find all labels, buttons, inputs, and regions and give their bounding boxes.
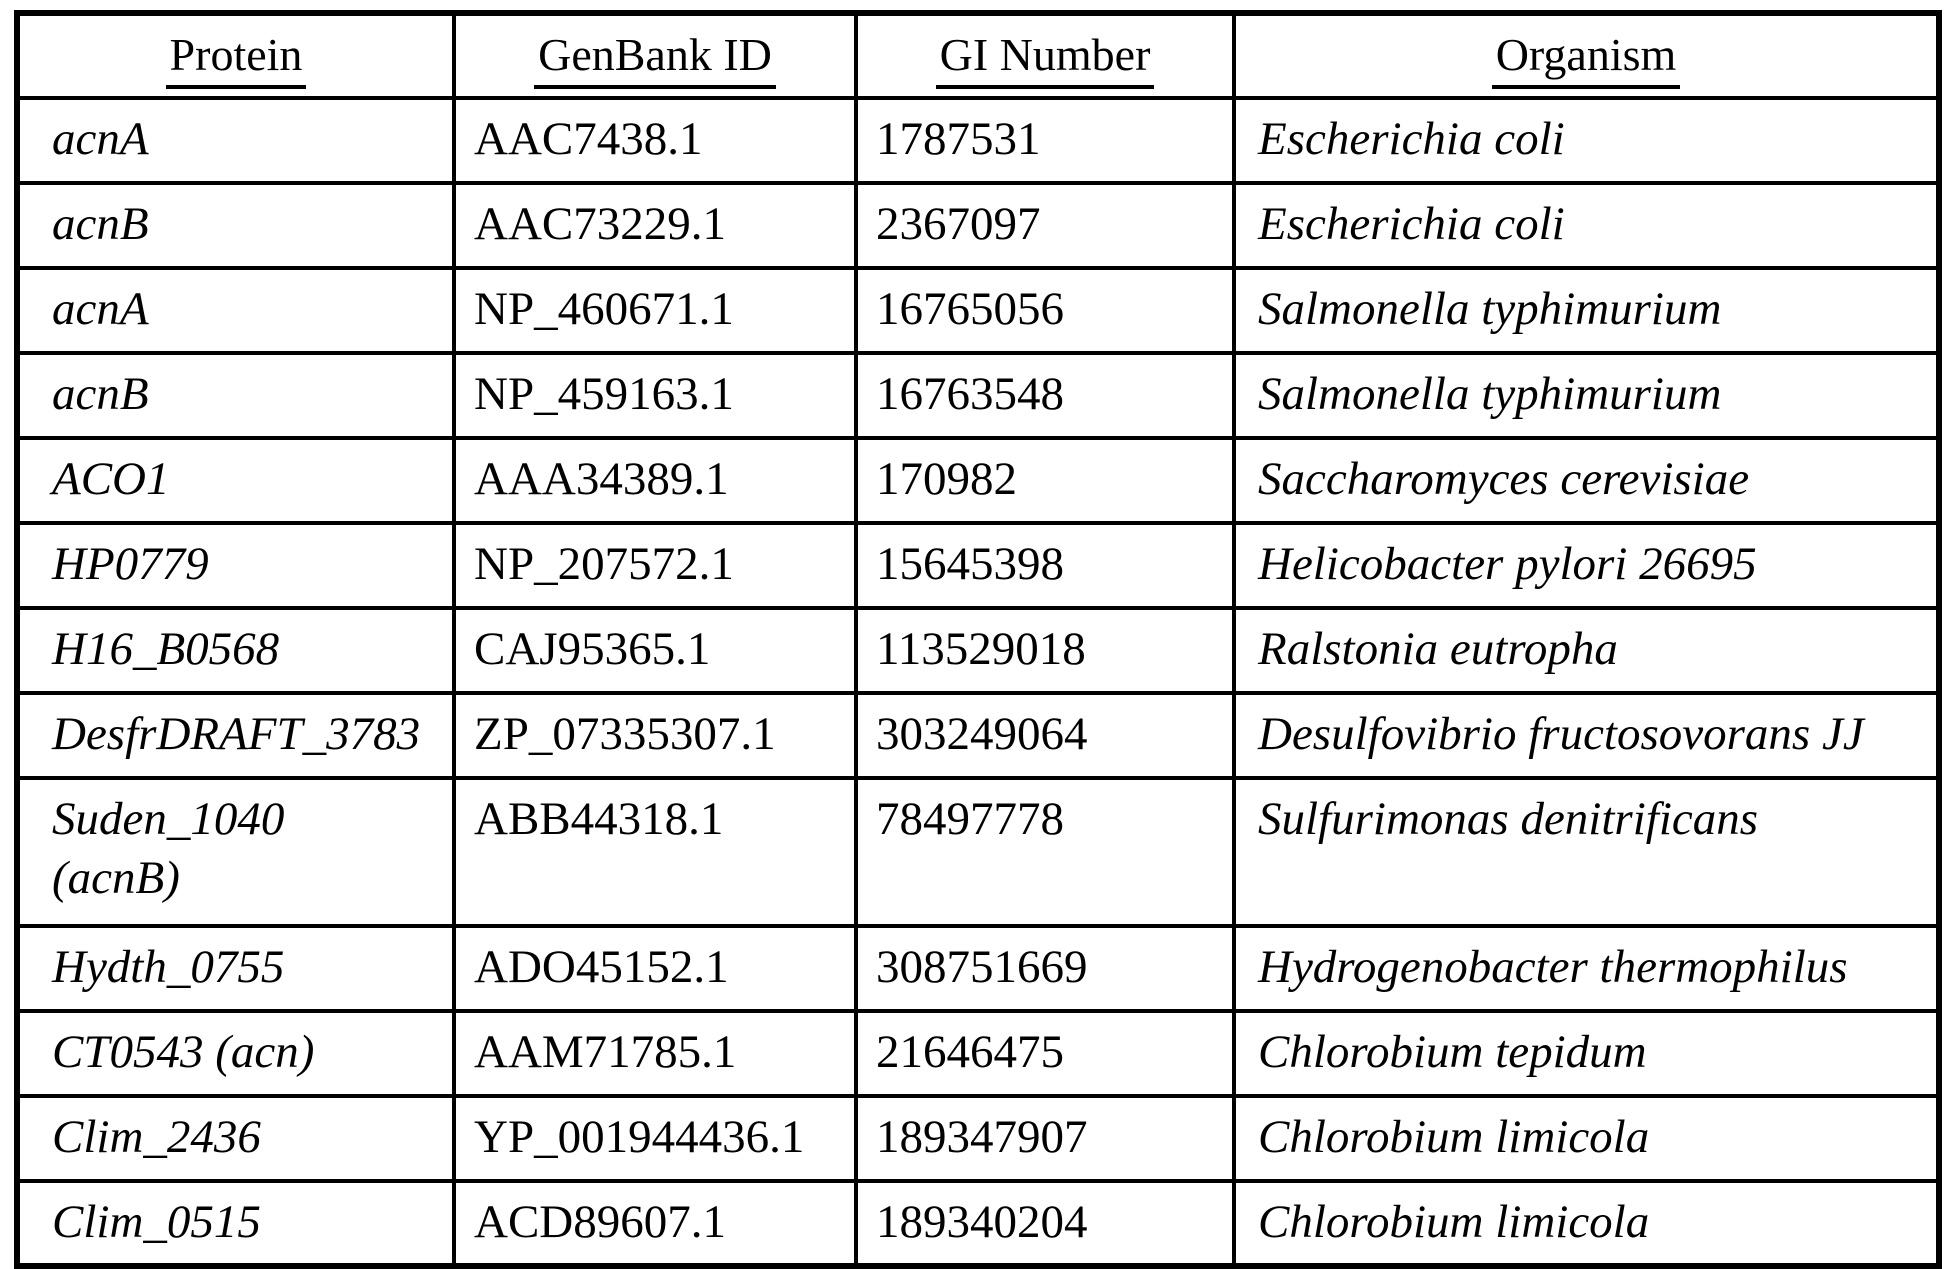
- cell-genbank-id: AAC73229.1: [452, 181, 858, 270]
- cell-protein: Clim_2436: [15, 1094, 456, 1183]
- cell-genbank-id: ABB44318.1: [452, 776, 858, 928]
- table-row: acnA NP_460671.1 16765056 Salmonella typhim…: [15, 266, 1941, 355]
- cell-organism: Sulfurimonas denitrificans: [1232, 776, 1941, 928]
- cell-protein: Clim_0515: [15, 1179, 456, 1268]
- cell-organism: Chlorobium limicola: [1232, 1179, 1941, 1268]
- cell-protein: ACO1: [15, 436, 456, 525]
- cell-gi-number: 16765056: [854, 266, 1236, 355]
- cell-genbank-id: ACD89607.1: [452, 1179, 858, 1268]
- cell-organism: Saccharomyces cerevisiae: [1232, 436, 1941, 525]
- table-row: Hydth_0755 ADO45152.1 308751669 Hydrogenoba…: [15, 924, 1941, 1013]
- cell-genbank-id: AAC7438.1: [452, 96, 858, 185]
- cell-organism: Escherichia coli: [1232, 181, 1941, 270]
- table-row: Suden_1040 (acnB) ABB44318.1 78497778 Sulfu…: [15, 776, 1941, 928]
- cell-protein: HP0779: [15, 521, 456, 610]
- table-header-row: Protein GenBank ID GI Number Organism: [15, 11, 1941, 100]
- cell-organism: Helicobacter pylori 26695: [1232, 521, 1941, 610]
- cell-organism: Salmonella typhimurium: [1232, 351, 1941, 440]
- cell-protein: acnB: [15, 181, 456, 270]
- table-row: H16_B0568 CAJ95365.1 113529018 Ralstonia eu…: [15, 606, 1941, 695]
- table-row: acnB AAC73229.1 2367097 Escherichia coli: [15, 181, 1941, 270]
- protein-table: Protein GenBank ID GI Number Organism ac…: [14, 10, 1942, 1269]
- column-header-protein-label: Protein: [165, 28, 307, 89]
- cell-gi-number: 303249064: [854, 691, 1236, 780]
- cell-protein: Suden_1040 (acnB): [15, 776, 456, 928]
- cell-genbank-id: NP_459163.1: [452, 351, 858, 440]
- cell-gi-number: 308751669: [854, 924, 1236, 1013]
- cell-gi-number: 78497778: [854, 776, 1236, 928]
- cell-gi-number: 21646475: [854, 1009, 1236, 1098]
- cell-organism: Desulfovibrio fructosovorans JJ: [1232, 691, 1941, 780]
- cell-genbank-id: ADO45152.1: [452, 924, 858, 1013]
- cell-protein: acnA: [15, 96, 456, 185]
- table-row: Clim_2436 YP_001944436.1 189347907 Chlorobi…: [15, 1094, 1941, 1183]
- table-row: ACO1 AAA34389.1 170982 Saccharomyces cerevi…: [15, 436, 1941, 525]
- column-header-protein: Protein: [15, 11, 456, 100]
- cell-genbank-id: NP_460671.1: [452, 266, 858, 355]
- table-row: DesfrDRAFT_3783 ZP_07335307.1 303249064 Des…: [15, 691, 1941, 780]
- cell-organism: Escherichia coli: [1232, 96, 1941, 185]
- cell-gi-number: 189340204: [854, 1179, 1236, 1268]
- cell-genbank-id: CAJ95365.1: [452, 606, 858, 695]
- cell-organism: Hydrogenobacter thermophilus: [1232, 924, 1941, 1013]
- cell-gi-number: 15645398: [854, 521, 1236, 610]
- cell-protein: acnA: [15, 266, 456, 355]
- column-header-gi-number: GI Number: [854, 11, 1236, 100]
- cell-organism: Ralstonia eutropha: [1232, 606, 1941, 695]
- cell-genbank-id: AAA34389.1: [452, 436, 858, 525]
- cell-organism: Chlorobium limicola: [1232, 1094, 1941, 1183]
- cell-gi-number: 1787531: [854, 96, 1236, 185]
- cell-protein: CT0543 (acn): [15, 1009, 456, 1098]
- table-row: acnB NP_459163.1 16763548 Salmonella typhim…: [15, 351, 1941, 440]
- column-header-genbank-id: GenBank ID: [452, 11, 858, 100]
- table-row: Clim_0515 ACD89607.1 189340204 Chlorobium l…: [15, 1179, 1941, 1268]
- column-header-organism-label: Organism: [1491, 28, 1681, 89]
- cell-genbank-id: YP_001944436.1: [452, 1094, 858, 1183]
- cell-gi-number: 170982: [854, 436, 1236, 525]
- column-header-genbank-id-label: GenBank ID: [534, 28, 776, 89]
- cell-gi-number: 16763548: [854, 351, 1236, 440]
- table-row: CT0543 (acn) AAM71785.1 21646475 Chlorobium…: [15, 1009, 1941, 1098]
- cell-organism: Salmonella typhimurium: [1232, 266, 1941, 355]
- cell-genbank-id: ZP_07335307.1: [452, 691, 858, 780]
- column-header-organism: Organism: [1232, 11, 1941, 100]
- cell-gi-number: 2367097: [854, 181, 1236, 270]
- cell-protein: Hydth_0755: [15, 924, 456, 1013]
- cell-genbank-id: NP_207572.1: [452, 521, 858, 610]
- cell-gi-number: 113529018: [854, 606, 1236, 695]
- cell-genbank-id: AAM71785.1: [452, 1009, 858, 1098]
- cell-protein: DesfrDRAFT_3783: [15, 691, 456, 780]
- table-row: HP0779 NP_207572.1 15645398 Helicobacter py…: [15, 521, 1941, 610]
- cell-organism: Chlorobium tepidum: [1232, 1009, 1941, 1098]
- cell-gi-number: 189347907: [854, 1094, 1236, 1183]
- table-row: acnA AAC7438.1 1787531 Escherichia coli: [15, 96, 1941, 185]
- cell-protein: H16_B0568: [15, 606, 456, 695]
- column-header-gi-number-label: GI Number: [935, 28, 1155, 89]
- cell-protein: acnB: [15, 351, 456, 440]
